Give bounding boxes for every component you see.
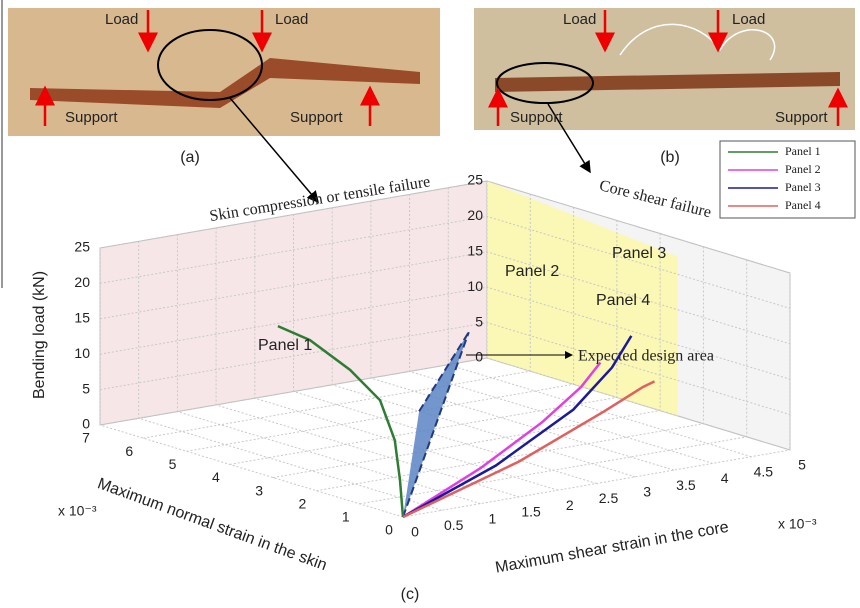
y-tick-label: 10 xyxy=(74,345,90,361)
x-axis-label: Maximum normal strain in the skin xyxy=(95,475,329,574)
legend: Panel 1 Panel 2 Panel 3 Panel 4 xyxy=(720,141,855,218)
y-tick-label: 5 xyxy=(82,380,90,396)
series-label: Panel 4 xyxy=(596,292,650,309)
x2-tick-label: 1 xyxy=(489,510,497,526)
label: Load xyxy=(732,11,765,28)
label: Support xyxy=(290,109,343,126)
series-label: Panel 1 xyxy=(258,337,312,354)
panel-label: (a) xyxy=(180,149,200,166)
x2-tick-label: 3.5 xyxy=(676,477,696,493)
label: Load xyxy=(275,11,308,28)
x2-tick-label: 2.5 xyxy=(599,490,619,506)
y-axis-label: Bending load (kN) xyxy=(31,271,48,399)
x-tick-label: 4 xyxy=(212,469,220,485)
x2-tick-label: 4 xyxy=(721,470,729,486)
x2-tick-label: 4.5 xyxy=(754,463,774,479)
y-tick-label: 10 xyxy=(467,278,483,294)
label: Support xyxy=(510,109,563,126)
y-tick-label: 20 xyxy=(467,207,483,223)
panel-label: (b) xyxy=(660,149,680,166)
legend-label: Panel 2 xyxy=(785,162,821,176)
label: Load xyxy=(563,11,596,28)
legend-label: Panel 1 xyxy=(785,144,821,158)
label: Support xyxy=(65,109,118,126)
legend-label: Panel 3 xyxy=(785,180,821,194)
y-tick-label: 20 xyxy=(74,274,90,290)
y-tick-label: 5 xyxy=(475,313,483,329)
x-multiplier: x 10⁻³ xyxy=(58,503,97,519)
x-tick-label: 5 xyxy=(169,456,177,472)
x-tick-label: 6 xyxy=(125,443,133,459)
x2-tick-label: 5 xyxy=(798,457,806,473)
x-tick-label: 7 xyxy=(82,430,90,446)
annotation: Core shear failure xyxy=(598,177,713,221)
label: Support xyxy=(775,109,828,126)
y-tick-label: 25 xyxy=(467,172,483,188)
x2-tick-label: 0.5 xyxy=(444,517,464,533)
x-tick-label: 0 xyxy=(385,522,393,538)
x2-tick-label: 3 xyxy=(643,484,651,500)
x2-tick-label: 0 xyxy=(411,524,419,540)
y-tick-label: 15 xyxy=(74,310,90,326)
x2-multiplier: x 10⁻³ xyxy=(778,516,817,532)
x-tick-label: 2 xyxy=(299,495,307,511)
data-line xyxy=(403,362,600,517)
x2-axis-label: Maximum shear strain in the core xyxy=(494,519,730,577)
x-tick-label: 3 xyxy=(255,482,263,498)
y-tick-label: 15 xyxy=(467,243,483,259)
series-label: Panel 3 xyxy=(612,245,666,262)
label: Load xyxy=(105,11,138,28)
y-tick-label: 25 xyxy=(74,239,90,255)
legend-label: Panel 4 xyxy=(785,198,821,212)
figure: Load Load Support Support Load Load Supp… xyxy=(0,0,860,608)
x-tick-label: 1 xyxy=(342,509,350,525)
series-label: Panel 2 xyxy=(505,263,559,280)
annotation: Expected design area xyxy=(578,348,714,365)
x2-tick-label: 1.5 xyxy=(521,504,541,520)
x2-tick-label: 2 xyxy=(566,497,574,513)
panel-label: (c) xyxy=(401,586,420,603)
photo-a xyxy=(8,8,440,202)
y-tick-label: 0 xyxy=(475,349,483,365)
